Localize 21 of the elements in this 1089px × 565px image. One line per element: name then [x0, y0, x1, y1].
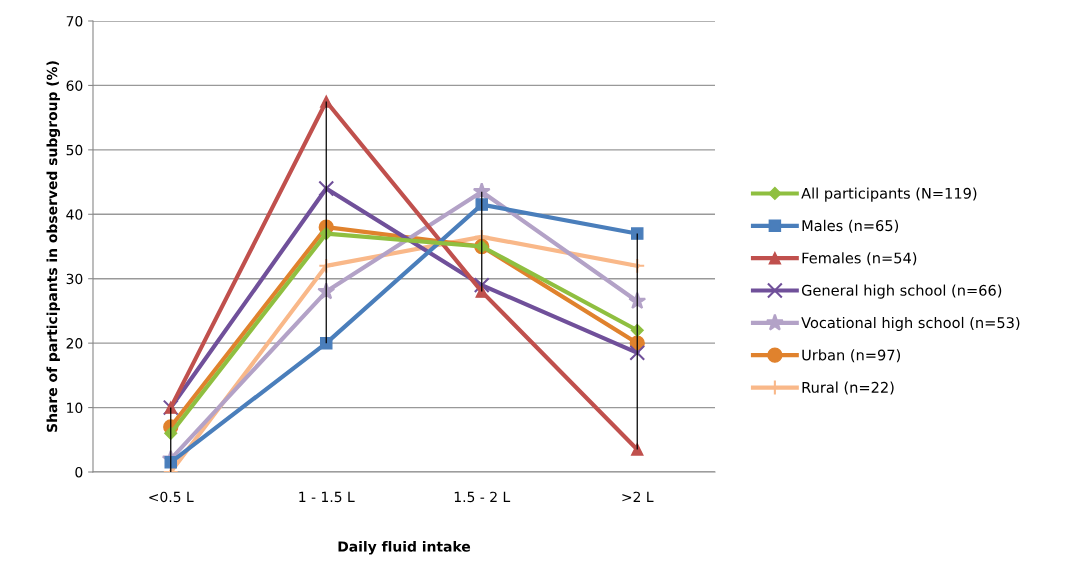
- y-tick-label: 30: [66, 273, 83, 285]
- x-axis-title: Daily fluid intake: [338, 541, 471, 555]
- legend-label: Urban (n=97): [802, 349, 901, 363]
- y-tick-label: 40: [66, 209, 83, 220]
- x-tick-label: 1.5 - 2 L: [454, 491, 511, 503]
- x-tick-label: >2 L: [622, 491, 654, 502]
- x-tick-label: <0.5 L: [149, 491, 194, 503]
- legend-label: All participants (N=119): [801, 187, 977, 202]
- legend-label: General high school (n=66): [801, 284, 1002, 299]
- y-tick-label: 60: [66, 80, 83, 91]
- legend-label: Vocational high school (n=53): [801, 316, 1020, 331]
- y-tick-label: 70: [66, 15, 83, 27]
- legend-label: Males (n=65): [802, 219, 899, 233]
- y-tick-label: 0: [75, 466, 83, 478]
- y-axis-title: Share of participants in observed subgroup (%): [46, 61, 61, 432]
- y-tick-label: 10: [67, 402, 83, 414]
- legend-label: Females (n=54): [802, 252, 917, 266]
- legend-label: Rural (n=22): [802, 381, 894, 395]
- y-tick-label: 50: [66, 144, 83, 156]
- y-tick-label: 20: [66, 338, 83, 349]
- x-tick-label: 1 - 1.5 L: [299, 491, 355, 503]
